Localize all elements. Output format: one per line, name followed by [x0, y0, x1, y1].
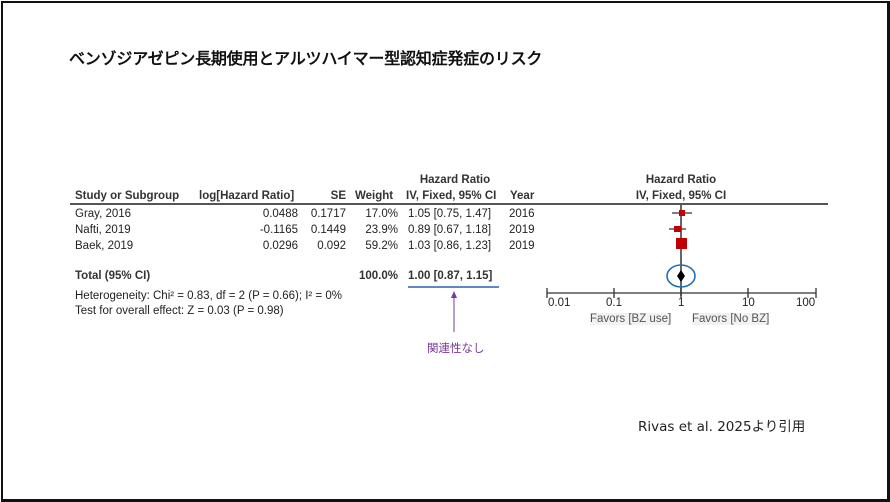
plot-header-bottom: IV, Fixed, 95% CI — [635, 190, 727, 202]
slide-title: ベンゾジアゼピン長期使用とアルツハイマー型認知症発症のリスク — [69, 49, 543, 68]
study-square-gray — [679, 210, 685, 216]
weight-value: 23.9% — [365, 224, 398, 236]
heterogeneity-text: Heterogeneity: Chi² = 0.83, df = 2 (P = … — [75, 290, 342, 302]
hr-value: 1.03 [0.86, 1.23] — [408, 240, 492, 252]
loghr-header: log[Hazard Ratio] — [199, 190, 295, 202]
study-square-nafti — [674, 226, 681, 232]
axis-tick-0.01: 0.01 — [548, 297, 571, 309]
highlight-circle — [666, 264, 696, 288]
year-value: 2019 — [509, 224, 535, 236]
loghr-value: 0.0296 — [262, 240, 298, 252]
header-divider — [70, 203, 828, 205]
citation: Rivas et al. 2025より引用 — [638, 419, 806, 435]
se-header: SE — [330, 190, 346, 202]
plot-header-top: Hazard Ratio — [645, 174, 717, 186]
axis-tick-10: 10 — [742, 297, 755, 309]
study-name: Nafti, 2019 — [75, 224, 131, 236]
annotation-label: 関連性なし — [427, 341, 485, 355]
pooled-diamond — [677, 270, 685, 282]
year-value: 2016 — [509, 208, 535, 220]
axis-tick-100: 100 — [796, 297, 816, 309]
weight-header: Weight — [355, 190, 394, 202]
axis-tick-0.1: 0.1 — [606, 297, 622, 309]
total-label: Total (95% CI) — [75, 270, 151, 282]
overall-effect-text: Test for overall effect: Z = 0.03 (P = 0… — [75, 305, 284, 317]
hr-value: 1.05 [0.75, 1.47] — [408, 208, 492, 220]
weight-value: 17.0% — [365, 208, 398, 220]
hr-value: 0.89 [0.67, 1.18] — [408, 224, 492, 236]
year-header: Year — [510, 190, 535, 202]
loghr-value: -0.1165 — [259, 224, 298, 236]
se-value: 0.092 — [317, 240, 346, 252]
axis-tick-1: 1 — [678, 297, 685, 309]
study-name: Gray, 2016 — [75, 208, 132, 220]
hr-header-top: Hazard Ratio — [419, 174, 491, 186]
favors-left-label: Favors [BZ use] — [590, 313, 672, 325]
study-square-baek — [676, 238, 687, 249]
total-hr: 1.00 [0.87, 1.15] — [408, 270, 493, 282]
year-value: 2019 — [509, 240, 535, 252]
se-value: 0.1717 — [310, 208, 346, 220]
study-header: Study or Subgroup — [75, 190, 180, 202]
total-weight: 100.0% — [358, 270, 398, 282]
hr-header-bottom: IV, Fixed, 95% CI — [406, 190, 497, 202]
loghr-value: 0.0488 — [262, 208, 298, 220]
favors-right-label: Favors [No BZ] — [692, 313, 770, 325]
study-name: Baek, 2019 — [75, 240, 134, 252]
se-value: 0.1449 — [310, 224, 346, 236]
weight-value: 59.2% — [365, 240, 398, 252]
